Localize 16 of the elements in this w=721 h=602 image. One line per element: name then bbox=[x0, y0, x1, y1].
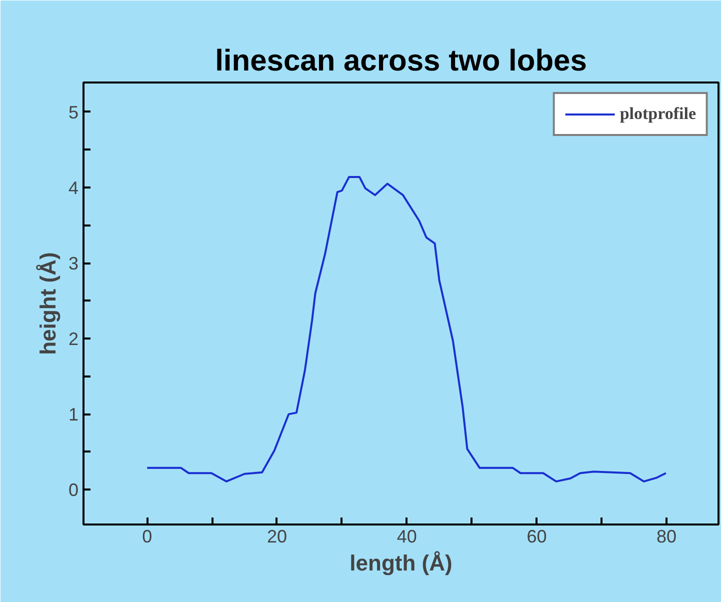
line-series bbox=[146, 176, 667, 482]
y-tick-label: 1 bbox=[68, 404, 79, 425]
y-tick-label: 2 bbox=[68, 329, 79, 350]
y-tick-label: 4 bbox=[68, 178, 79, 198]
chart-title: linescan across two lobes bbox=[215, 44, 587, 78]
y-tick-label: 0 bbox=[68, 480, 79, 500]
legend-label: plotprofile bbox=[620, 104, 696, 124]
x-tick-label: 40 bbox=[396, 526, 417, 546]
x-tick-label: 0 bbox=[142, 526, 152, 546]
x-tick-label: 20 bbox=[266, 526, 288, 546]
x-tick-label: 80 bbox=[656, 526, 677, 546]
y-tick-label: 3 bbox=[68, 254, 79, 274]
y-tick-label: 5 bbox=[68, 102, 79, 122]
x-axis-title: length (Å) bbox=[350, 550, 452, 576]
y-axis-title: height (Å) bbox=[35, 252, 60, 355]
x-tick-label: 60 bbox=[526, 526, 547, 546]
